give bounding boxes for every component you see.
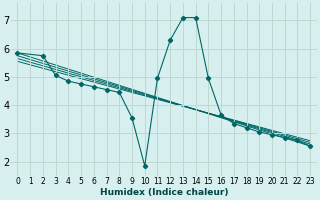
- X-axis label: Humidex (Indice chaleur): Humidex (Indice chaleur): [100, 188, 228, 197]
